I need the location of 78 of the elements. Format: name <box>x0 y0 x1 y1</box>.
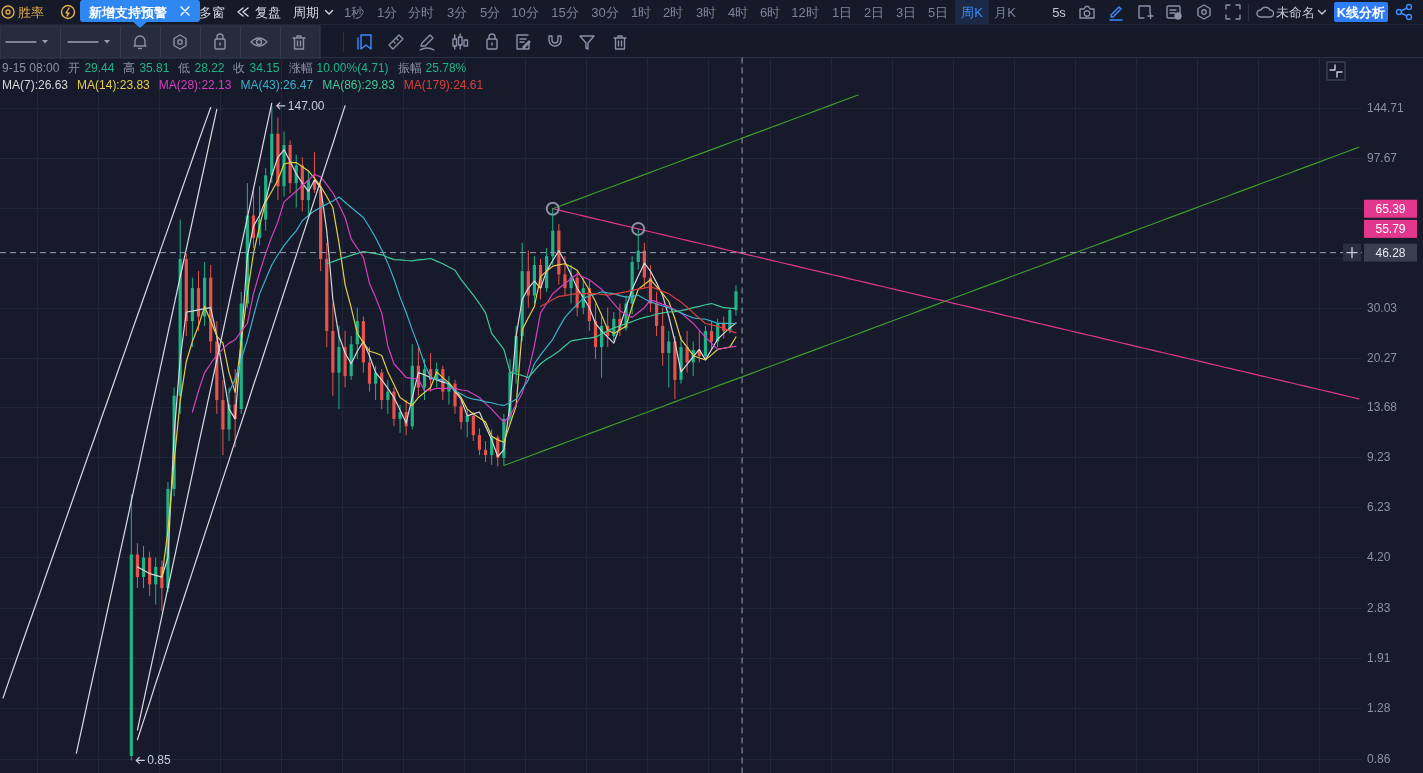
text: 5s <box>1052 4 1067 20</box>
annotation: 29.44 <box>84 61 115 75</box>
legend: MA(7):26.63 MA(14):23.83 MA(28):22.13 MA(43):26.47 MA(86):29.83 MA(179):24.61 <box>2 78 484 92</box>
annotation: 9-15 08:00 <box>2 61 60 75</box>
text: 1秒 <box>343 4 365 20</box>
candlestick <box>471 411 475 442</box>
text: 2时 <box>662 4 684 20</box>
y-tick-label: 97.67 <box>1367 150 1398 165</box>
candlestick <box>459 396 463 431</box>
text: 新增支持预警 <box>88 4 167 20</box>
text: 6时 <box>759 4 781 20</box>
text: 5日 <box>927 4 949 20</box>
line-series <box>503 146 1360 467</box>
y-tick-label: 30.03 <box>1367 300 1398 315</box>
candlestick <box>135 542 140 589</box>
annotation: 低 <box>178 61 191 75</box>
y-tick-label: 1.91 <box>1367 650 1391 665</box>
line-series <box>228 196 737 407</box>
candlestick <box>636 228 640 271</box>
text: 1日 <box>831 4 853 20</box>
candlestick <box>465 408 469 438</box>
candlestick <box>563 255 567 297</box>
text: 周K <box>961 4 984 20</box>
text: 30分 <box>591 4 619 20</box>
line-series <box>75 108 218 754</box>
text: 3时 <box>695 4 717 20</box>
y-tick-label: 13.68 <box>1367 400 1398 415</box>
text: 3分 <box>446 4 468 20</box>
annotation: 147.00 <box>287 98 325 113</box>
annotation: 高 <box>123 61 136 75</box>
text: 周期 <box>293 4 319 20</box>
y-tick-label: 0.86 <box>1367 751 1391 766</box>
text: K线分析 <box>1336 4 1386 20</box>
ref-line-label: 46.28 <box>1375 245 1406 260</box>
text: 12时 <box>791 4 819 20</box>
text: 15分 <box>551 4 579 20</box>
text: 4时 <box>727 4 749 20</box>
candlestick <box>422 358 427 401</box>
text: 10分 <box>511 4 539 20</box>
candlestick <box>367 346 372 393</box>
candlestick <box>569 264 573 305</box>
annotation: 振幅 <box>397 61 422 75</box>
y-tick-label: 2.83 <box>1367 600 1391 615</box>
annotation: 开 <box>68 61 81 75</box>
text: 2日 <box>863 4 885 20</box>
annotation: 28.22 <box>194 61 225 75</box>
text: 1时 <box>630 4 652 20</box>
text: 月K <box>994 4 1017 20</box>
text: 5分 <box>479 4 501 20</box>
y-tick-label: 144.71 <box>1367 100 1405 115</box>
y-tick-label: 6.23 <box>1367 500 1391 515</box>
text: 3日 <box>895 4 917 20</box>
text: 未命名 <box>1276 4 1315 20</box>
candlestick <box>477 427 482 456</box>
candlestick <box>398 404 402 434</box>
candlestick <box>667 330 671 389</box>
text: 1分 <box>376 4 398 20</box>
text: 复盘 <box>255 4 281 20</box>
text: 多窗 <box>199 4 225 20</box>
candlestick <box>734 284 738 316</box>
annotation: 涨幅 <box>288 61 313 75</box>
text: 胜率 <box>18 4 44 20</box>
line-series <box>326 250 737 379</box>
line-series <box>2 106 212 699</box>
annotation: 0.85 <box>147 753 171 768</box>
text: 分时 <box>408 4 434 20</box>
y-tick-label: 20.27 <box>1367 350 1398 365</box>
y-tick-label: 9.23 <box>1367 450 1391 465</box>
line-series <box>191 173 737 423</box>
text: 55.79 <box>1375 221 1406 236</box>
annotation: 收 <box>233 61 246 75</box>
y-tick-label: 4.20 <box>1367 550 1391 565</box>
annotation: 34.15 <box>249 61 280 75</box>
text: 65.39 <box>1375 201 1406 216</box>
y-tick-label: 1.28 <box>1367 701 1391 716</box>
annotation: 10.00%(4.71) <box>316 61 389 75</box>
annotation: 25.78% <box>425 61 467 75</box>
annotation: 35.81 <box>139 61 170 75</box>
